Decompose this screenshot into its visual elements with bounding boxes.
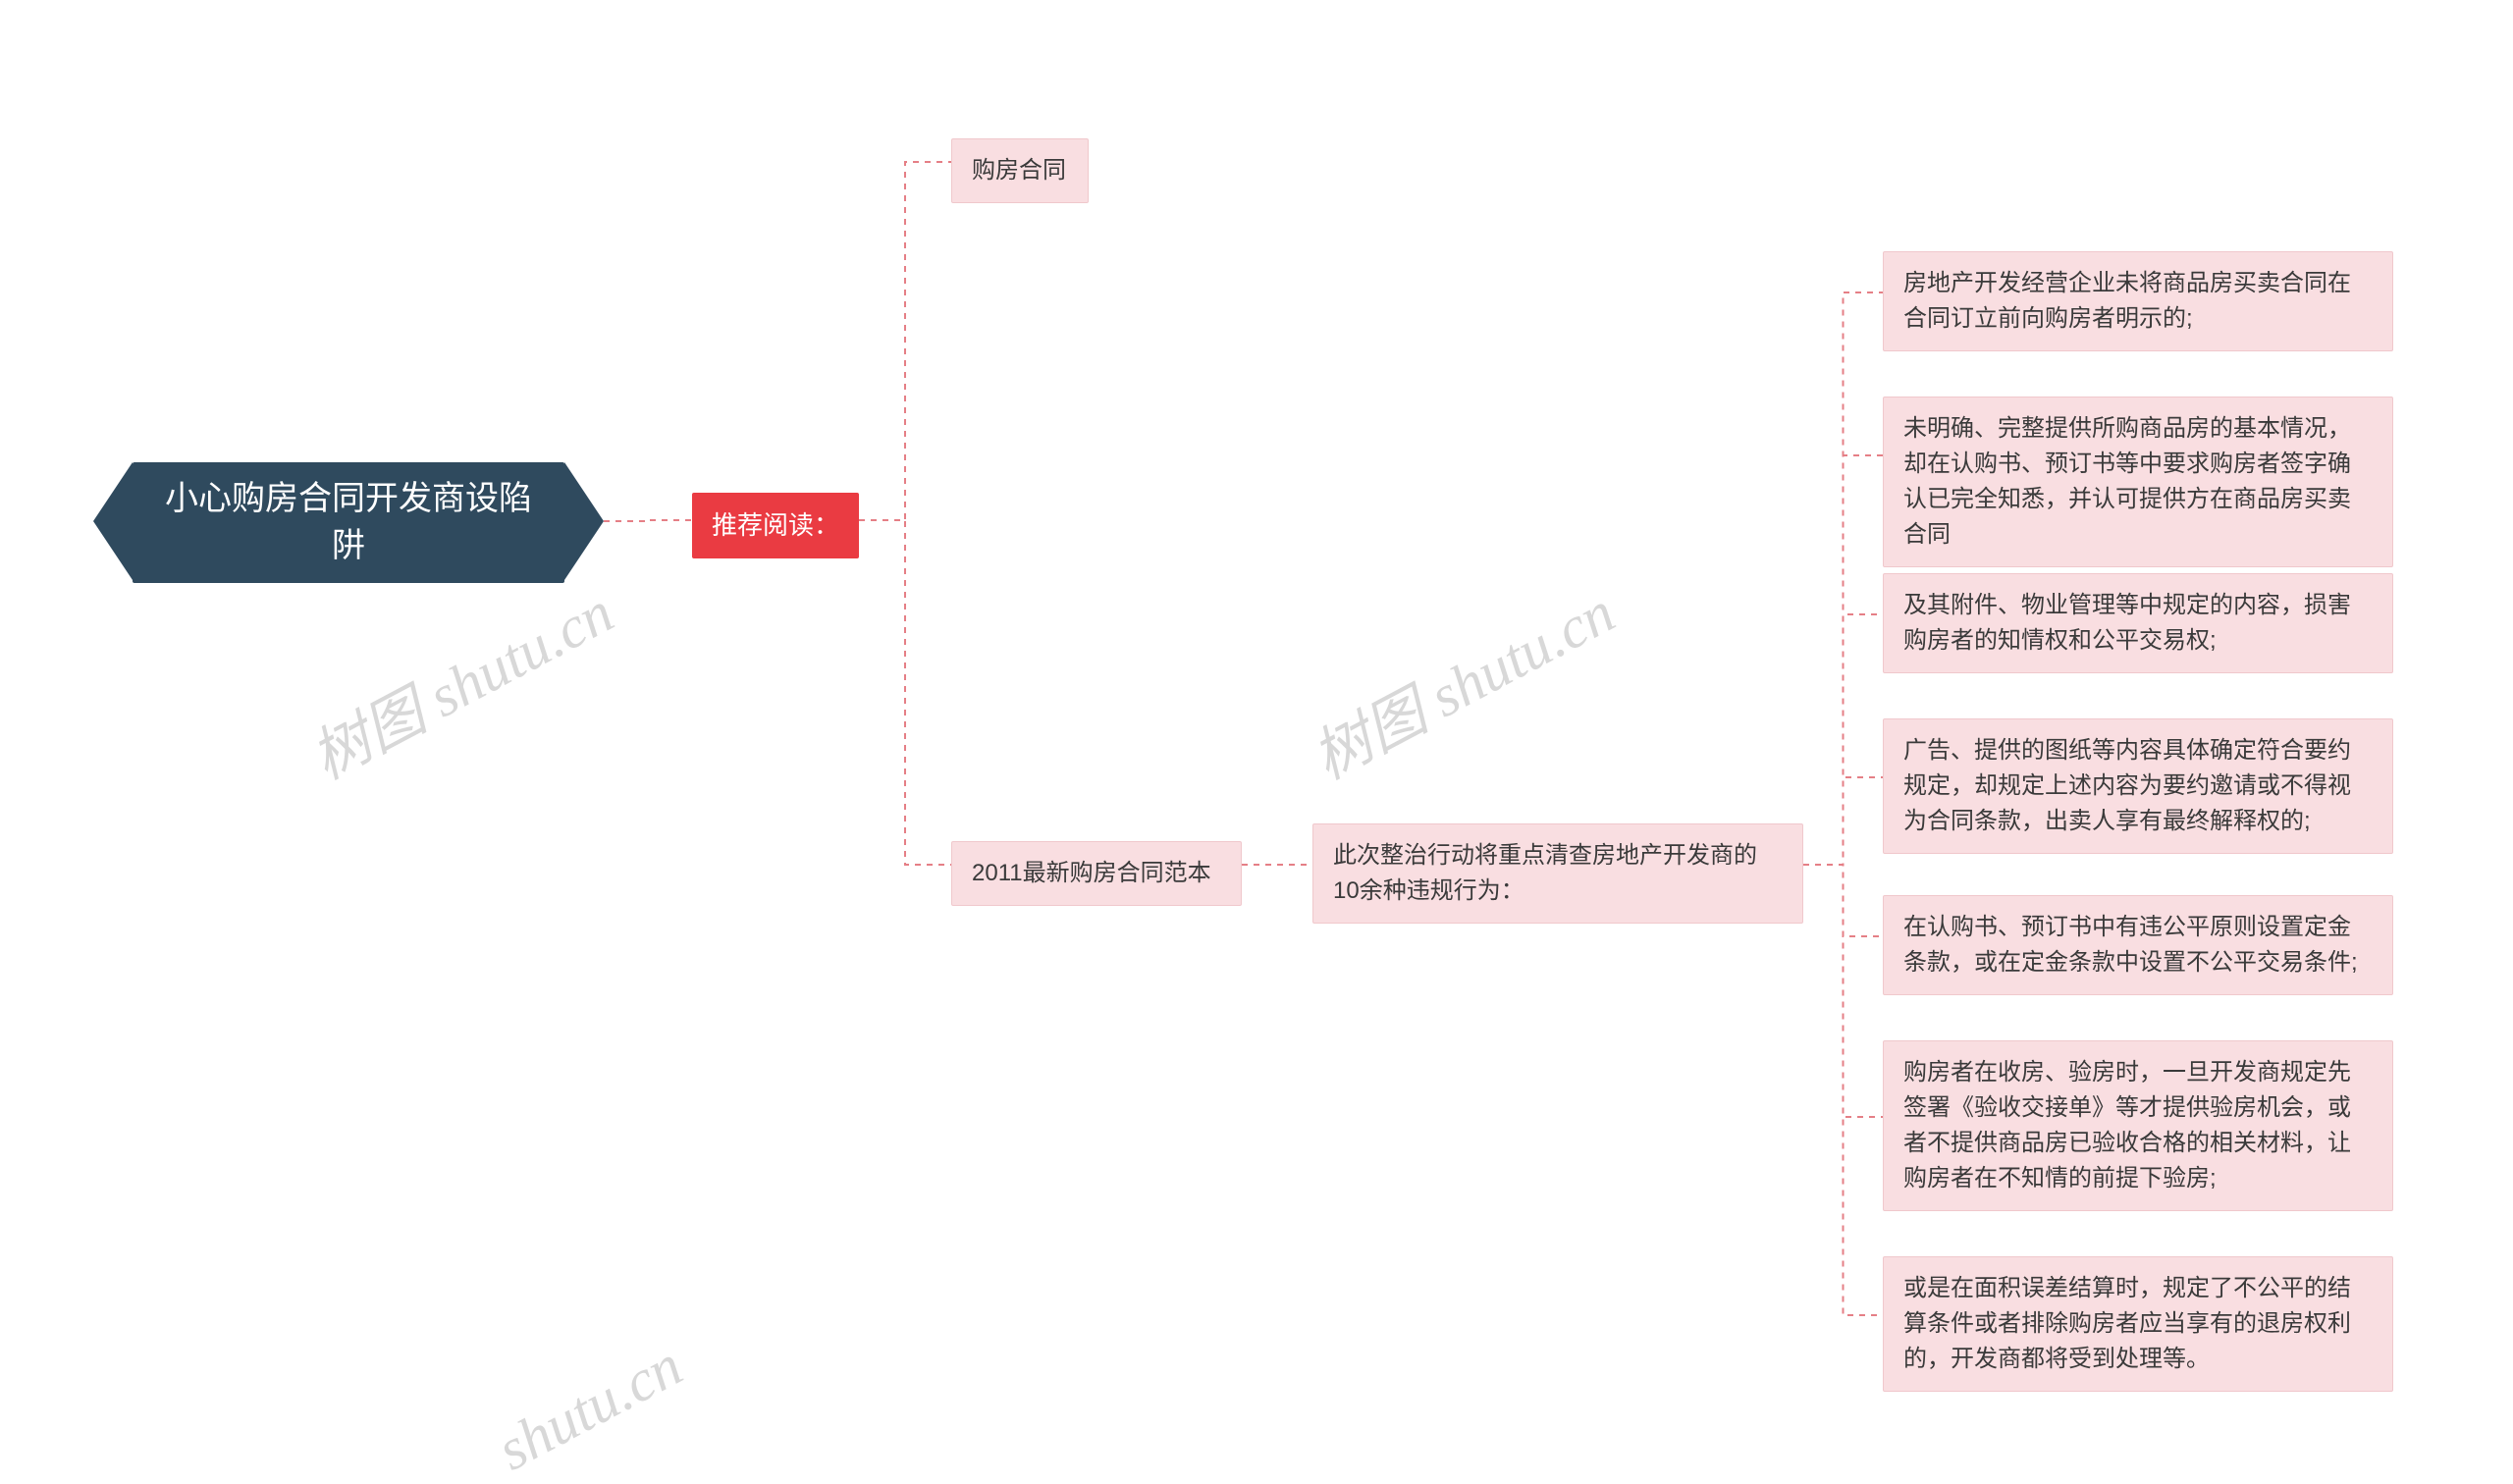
level4-6-text: 或是在面积误差结算时，规定了不公平的结算条件或者排除购房者应当享有的退房权利的，…	[1903, 1275, 2351, 1372]
level4-5-text: 购房者在收房、验房时，一旦开发商规定先签署《验收交接单》等才提供验房机会，或者不…	[1903, 1059, 2351, 1192]
level3-label: 此次整治行动将重点清查房地产开发商的10余种违规行为：	[1333, 842, 1757, 904]
level4-2-text: 及其附件、物业管理等中规定的内容，损害购房者的知情权和公平交易权;	[1903, 592, 2351, 654]
level4-node-0: 房地产开发经营企业未将商品房买卖合同在合同订立前向购房者明示的;	[1883, 251, 2393, 351]
level4-1-text: 未明确、完整提供所购商品房的基本情况，却在认购书、预订书等中要求购房者签字确认已…	[1903, 415, 2351, 548]
level4-node-4: 在认购书、预订书中有违公平原则设置定金条款，或在定金条款中设置不公平交易条件;	[1883, 895, 2393, 995]
level2-b-label: 2011最新购房合同范本	[972, 860, 1211, 886]
watermark-2: shutu.cn	[487, 1332, 693, 1484]
level4-4-text: 在认购书、预订书中有违公平原则设置定金条款，或在定金条款中设置不公平交易条件;	[1903, 914, 2358, 976]
root-text-line2: 阱	[332, 527, 365, 564]
level4-3-text: 广告、提供的图纸等内容具体确定符合要约规定，却规定上述内容为要约邀请或不得视为合…	[1903, 737, 2351, 834]
root-text-line1: 小心购房合同开发商设陷	[165, 480, 532, 517]
level4-node-2: 及其附件、物业管理等中规定的内容，损害购房者的知情权和公平交易权;	[1883, 573, 2393, 673]
level4-0-text: 房地产开发经营企业未将商品房买卖合同在合同订立前向购房者明示的;	[1903, 270, 2351, 332]
level1-label: 推荐阅读：	[712, 510, 839, 540]
level1-node: 推荐阅读：	[692, 493, 859, 558]
level2-a-label: 购房合同	[972, 157, 1066, 184]
level2-node-a: 购房合同	[951, 138, 1089, 203]
level3-node: 此次整治行动将重点清查房地产开发商的10余种违规行为：	[1312, 823, 1803, 924]
level4-node-6: 或是在面积误差结算时，规定了不公平的结算条件或者排除购房者应当享有的退房权利的，…	[1883, 1256, 2393, 1392]
mindmap-canvas: 小心购房合同开发商设陷 阱 推荐阅读： 购房合同 2011最新购房合同范本 此次…	[0, 0, 2513, 1458]
watermark-2-text: shutu.cn	[487, 1333, 692, 1483]
watermark-0: 树图 shutu.cn	[294, 565, 625, 796]
root-node: 小心购房合同开发商设陷 阱	[133, 462, 564, 583]
watermark-0-text: 树图 shutu.cn	[301, 579, 623, 791]
level4-node-3: 广告、提供的图纸等内容具体确定符合要约规定，却规定上述内容为要约邀请或不得视为合…	[1883, 718, 2393, 854]
level4-node-5: 购房者在收房、验房时，一旦开发商规定先签署《验收交接单》等才提供验房机会，或者不…	[1883, 1040, 2393, 1211]
watermark-1-text: 树图 shutu.cn	[1303, 579, 1625, 791]
level4-node-1: 未明确、完整提供所购商品房的基本情况，却在认购书、预订书等中要求购房者签字确认已…	[1883, 397, 2393, 567]
level2-node-b: 2011最新购房合同范本	[951, 841, 1242, 906]
watermark-1: 树图 shutu.cn	[1295, 565, 1627, 796]
